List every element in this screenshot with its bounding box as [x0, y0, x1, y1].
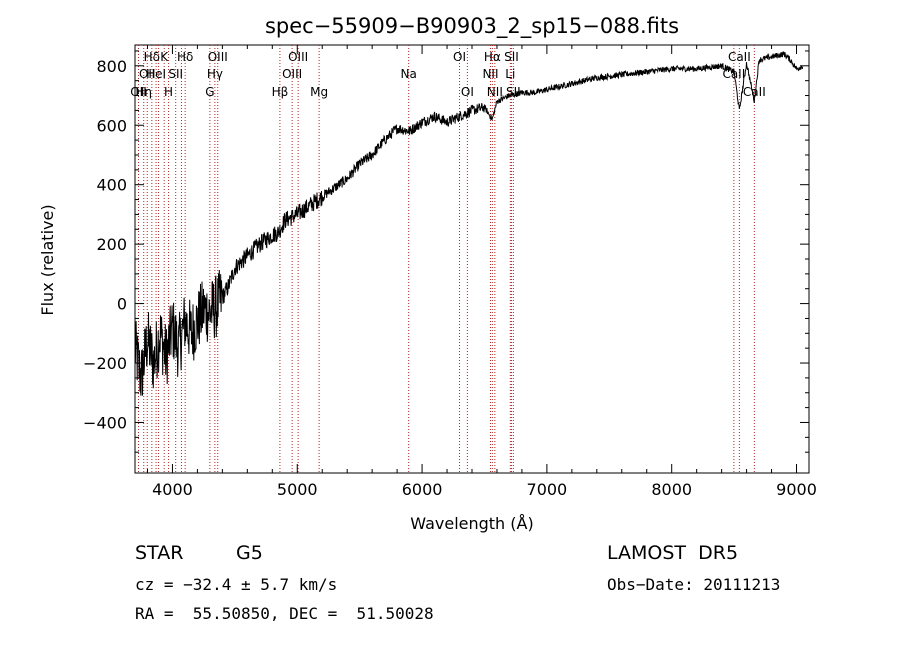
y-tick-label-4: 400 [96, 176, 127, 195]
observation-date: Obs−Date: 20111213 [607, 575, 780, 594]
object-class: STAR [135, 542, 183, 564]
spectral-line-label-16: OIII [288, 50, 308, 64]
x-tick-label-5000: 5000 [277, 480, 318, 499]
survey-name: LAMOST DR5 [607, 542, 738, 564]
y-tick-label-5: 600 [96, 116, 127, 135]
redshift-line: cz = −32.4 ± 5.7 km/s [135, 575, 337, 594]
spectral-line-label-15: OIII [282, 67, 302, 81]
x-tick-label-8000: 8000 [651, 480, 692, 499]
y-tick-label-6: 800 [96, 57, 127, 76]
chart-title: spec−55909−B90903_2_sp15−088.fits [265, 14, 679, 39]
spectral-line-label-17: Mg [310, 85, 328, 99]
x-tick-label-7000: 7000 [527, 480, 568, 499]
spectral-line-label-28: CaII [728, 50, 751, 64]
spectral-line-label-7: H [164, 85, 173, 99]
y-axis-ticks: −400 −200 0 200 400 600 800 [83, 50, 809, 453]
x-tick-label-6000: 6000 [402, 480, 443, 499]
spectral-line-label-20: OI [461, 85, 474, 99]
spectral-line-label-23: NII [487, 85, 503, 99]
y-tick-label-2: 0 [117, 295, 127, 314]
spectral-line-label-3: Hδ [144, 50, 160, 64]
spectral-line-label-1: Hη [135, 85, 152, 99]
x-tick-label-4000: 4000 [152, 480, 193, 499]
coordinates: RA = 55.50850, DEC = 51.50028 [135, 604, 434, 623]
spectral-line-labels: OIIHηOIIHδHeIKHSIIHδGHγOIIIHβOIIIOIIIMgN… [130, 50, 766, 99]
spectral-line-label-8: SII [168, 67, 183, 81]
spectral-line-markers [137, 45, 755, 473]
spectral-line-label-2: OII [139, 67, 156, 81]
spectral-line-label-24: Li [505, 67, 515, 81]
x-tick-label-9000: 9000 [776, 480, 817, 499]
spectral-line-label-22: Hα [484, 50, 501, 64]
plot-frame [134, 44, 810, 474]
y-tick-label-3: 200 [96, 235, 127, 254]
spectrum-line [134, 51, 804, 396]
y-axis-label: Flux (relative) [38, 204, 57, 315]
object-subclass: G5 [236, 542, 263, 564]
spectral-line-label-11: G [205, 85, 214, 99]
spectral-line-label-19: OI [453, 50, 466, 64]
y-tick-label-0: −400 [83, 413, 127, 432]
y-tick-label-1: −200 [83, 354, 127, 373]
x-axis-label: Wavelength (Å) [410, 514, 533, 533]
spectral-line-label-13: OIII [208, 50, 228, 64]
x-axis-ticks: 4000 5000 6000 7000 8000 9000 [146, 45, 817, 499]
spectral-line-label-12: Hγ [207, 67, 223, 81]
spectral-line-label-29: CaII [743, 85, 766, 99]
spectrum-series [134, 51, 804, 396]
spectral-line-label-6: K [160, 50, 169, 64]
spectral-line-label-10: Hδ [177, 50, 193, 64]
spectral-line-label-21: NII [482, 67, 498, 81]
spectral-line-label-4: HeI [146, 67, 166, 81]
spectral-line-label-14: Hβ [272, 85, 289, 99]
spectral-line-label-0: OII [130, 85, 147, 99]
spectral-line-label-25: SII [504, 50, 519, 64]
spectral-line-label-18: Na [401, 67, 417, 81]
